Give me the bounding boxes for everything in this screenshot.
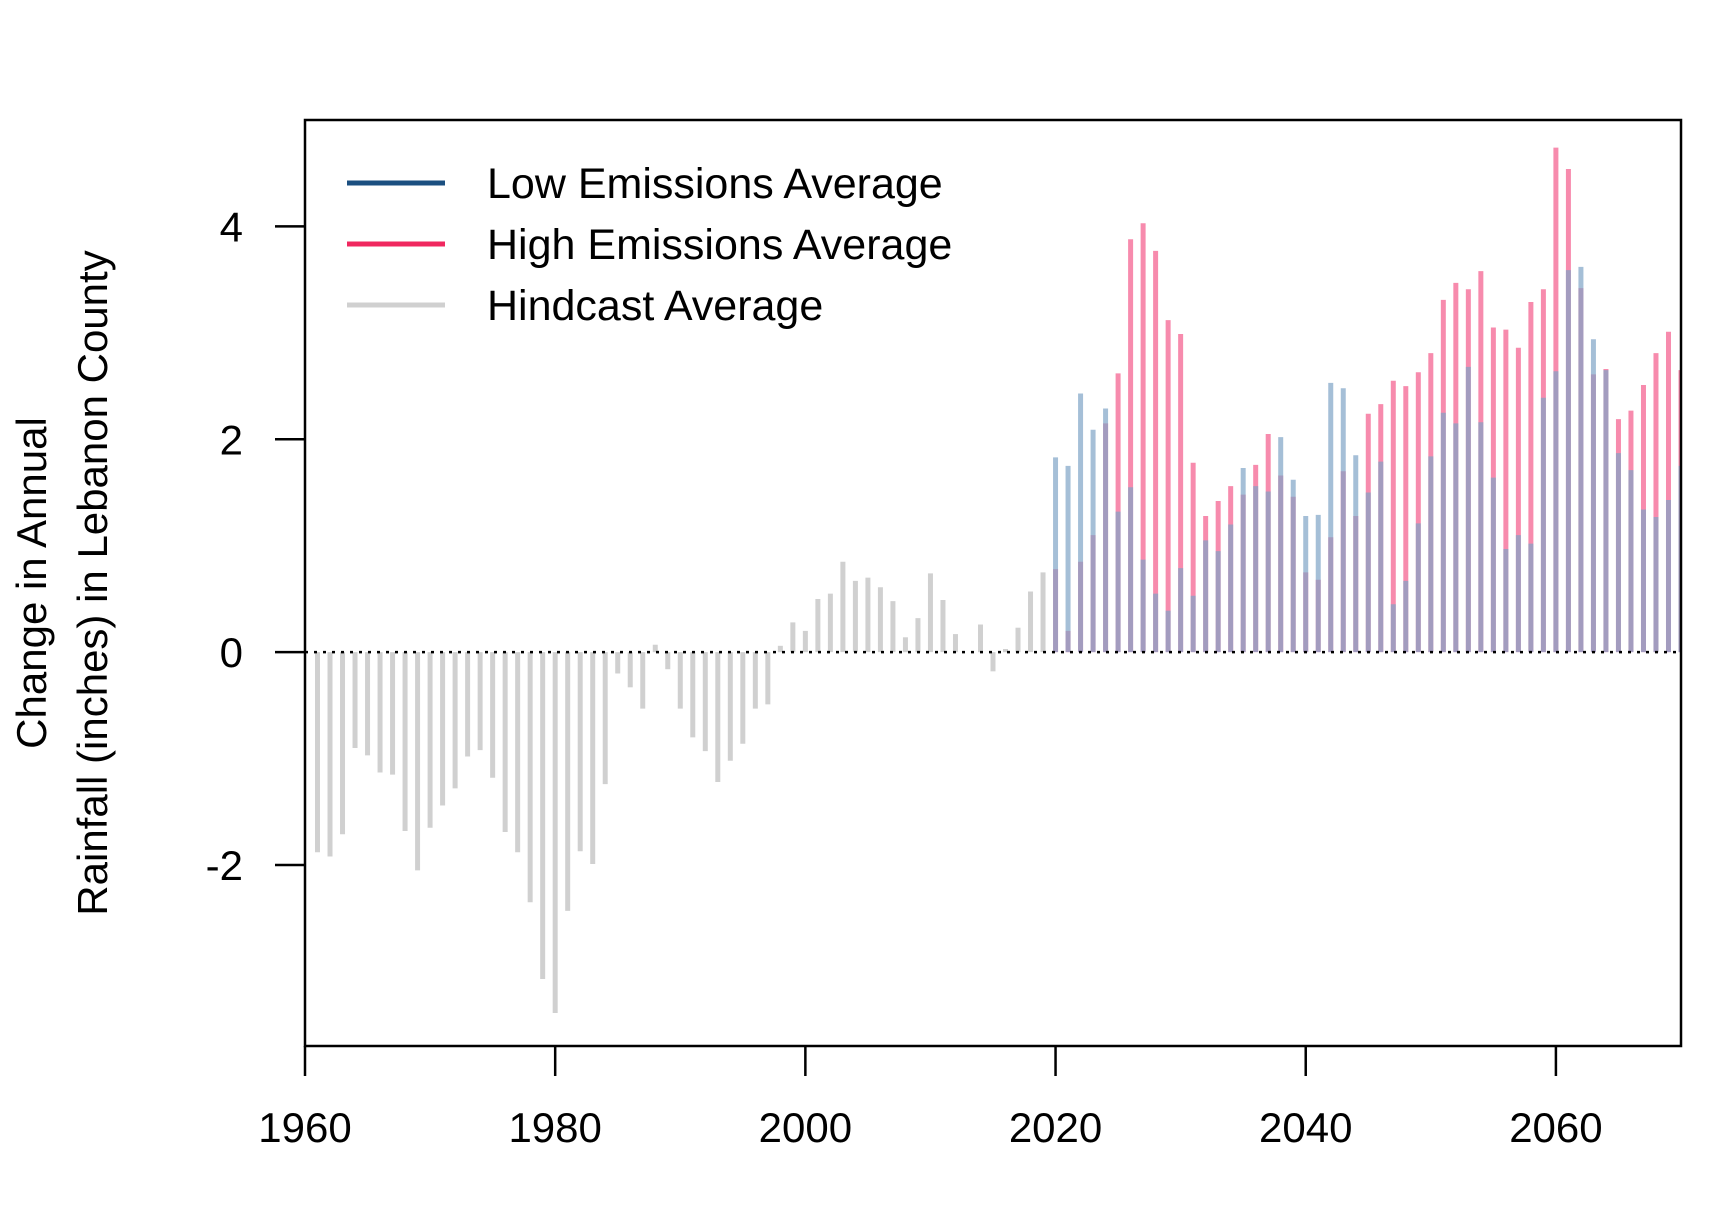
y-axis-title-line-1: Change in Annual	[8, 417, 55, 749]
legend-label: High Emissions Average	[487, 221, 952, 269]
legend-entry-high-emissions-average: High Emissions Average	[347, 221, 952, 269]
legend-entry-low-emissions-average: Low Emissions Average	[347, 160, 943, 208]
y-tick-label: -2	[206, 842, 243, 889]
legend-label: Low Emissions Average	[487, 160, 943, 208]
y-axis-title-line-2: Rainfall (inches) in Lebanon County	[69, 250, 116, 915]
low-emissions-average-bars	[1053, 266, 1681, 653]
y-tick-label: 0	[220, 629, 243, 676]
legend-label: Hindcast Average	[487, 282, 823, 330]
hindcast-average-bars	[315, 561, 1046, 1014]
y-tick-label: 2	[220, 416, 243, 463]
plot-frame	[303, 118, 1683, 1048]
axes-layer: 1960 1980 2000 2020 2040 2060 -2 0 2 4 Change in A…	[8, 118, 1683, 1151]
y-tick-label: 4	[220, 203, 243, 250]
x-tick-label: 2040	[1259, 1104, 1352, 1151]
legend: Low Emissions Average High Emissions Aver…	[347, 160, 952, 330]
x-tick-label: 1980	[508, 1104, 601, 1151]
x-tick-label: 2000	[759, 1104, 852, 1151]
x-tick-label: 1960	[258, 1104, 351, 1151]
x-tick-label: 2060	[1509, 1104, 1602, 1151]
bars-layer	[315, 147, 1681, 1014]
legend-entry-hindcast-average: Hindcast Average	[347, 282, 823, 330]
x-tick-label: 2020	[1009, 1104, 1102, 1151]
